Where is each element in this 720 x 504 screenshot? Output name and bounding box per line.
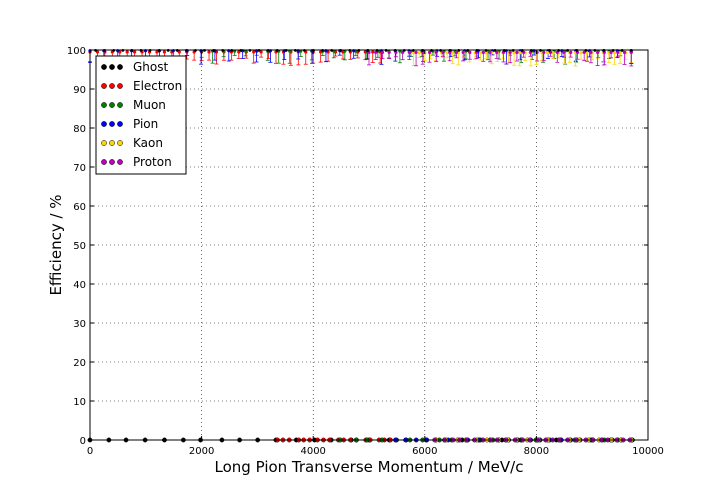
data-point [207, 50, 211, 54]
x-tick-label: 6000 [412, 446, 437, 457]
data-point [582, 50, 586, 54]
axis-ticks: 0 2000 4000 6000 8000 10000 0 10 20 30 40 50 60 70 80 9… [67, 46, 664, 457]
data-point [125, 50, 129, 54]
x-tick-label: 4000 [300, 446, 325, 457]
data-point [407, 50, 411, 54]
legend-marker [101, 102, 107, 108]
data-point [545, 51, 550, 55]
data-point [414, 50, 418, 54]
data-point [579, 51, 583, 55]
data-point [387, 50, 391, 54]
data-point [518, 51, 522, 55]
data-point [451, 51, 455, 55]
data-point [401, 50, 405, 54]
legend-marker [109, 64, 115, 70]
legend-marker [109, 140, 115, 146]
data-point [481, 50, 485, 54]
legend-marker [117, 159, 123, 165]
x-tick-label: 10000 [632, 446, 664, 457]
y-tick-label: 40 [73, 280, 86, 291]
legend-label: Muon [133, 98, 166, 112]
data-point [512, 51, 516, 55]
data-point [237, 50, 241, 54]
data-point [612, 51, 617, 55]
y-tick-label: 70 [73, 163, 86, 174]
legend-marker [117, 83, 123, 89]
legend-marker [117, 140, 123, 146]
data-point [412, 51, 416, 55]
data-point [441, 50, 445, 54]
data-point [259, 50, 263, 54]
legend-label: Pion [133, 117, 158, 131]
data-point [629, 50, 633, 54]
data-point [484, 51, 488, 55]
data-point [569, 50, 573, 54]
legend-marker [109, 121, 115, 127]
data-point [488, 50, 492, 54]
data-point [542, 50, 546, 54]
y-tick-label: 80 [73, 124, 86, 135]
legend-label: Ghost [133, 60, 168, 74]
grid [90, 50, 648, 440]
legend-label: Proton [133, 155, 172, 169]
data-point [585, 51, 589, 55]
data-point [479, 51, 483, 55]
legend-marker [101, 140, 107, 146]
legend-label: Electron [133, 79, 182, 93]
data-point [609, 50, 613, 54]
data-point [133, 50, 137, 54]
y-tick-label: 60 [73, 202, 86, 213]
data-point [445, 51, 449, 55]
y-tick-label: 50 [73, 241, 86, 252]
y-tick-label: 20 [73, 358, 86, 369]
legend: Ghost Electron Muon Pion Kaon Proton [95, 55, 187, 175]
data-point [417, 51, 421, 55]
data-point [155, 50, 159, 54]
data-point [427, 50, 432, 54]
x-axis-label: Long Pion Transverse Momentum / MeV/c [215, 458, 524, 476]
legend-marker [101, 159, 107, 165]
y-axis-label: Efficiency / % [47, 194, 65, 295]
data-point [596, 50, 600, 54]
legend-label: Kaon [133, 136, 163, 150]
legend-marker [117, 64, 123, 70]
y-tick-label: 90 [73, 85, 86, 96]
data-point [252, 50, 256, 54]
legend-marker [109, 83, 115, 89]
legend-marker [117, 102, 123, 108]
data-point [589, 50, 593, 54]
data-point [515, 50, 519, 54]
data-point [562, 50, 566, 54]
legend-marker [101, 64, 107, 70]
data-point [371, 50, 375, 54]
data-point [461, 50, 465, 54]
data-point [551, 51, 555, 55]
x-tick-label: 2000 [189, 446, 214, 457]
legend-marker [117, 121, 123, 127]
data-point [380, 50, 385, 54]
data-point [162, 50, 166, 54]
x-tick-label: 0 [87, 446, 93, 457]
legend-marker [101, 121, 107, 127]
legend-marker [101, 83, 107, 89]
y-tick-label: 0 [80, 436, 86, 447]
legend-marker [109, 159, 115, 165]
data-point [454, 50, 459, 54]
data-point [434, 50, 438, 54]
data-point [616, 50, 620, 54]
legend-marker [109, 102, 115, 108]
data-point [508, 50, 512, 54]
data-point [495, 50, 499, 54]
y-tick-label: 30 [73, 319, 86, 330]
y-tick-label: 100 [67, 46, 86, 57]
data-point [177, 50, 181, 54]
x-tick-label: 8000 [524, 446, 549, 457]
data-point [468, 50, 472, 54]
data-point [622, 50, 627, 54]
y-tick-label: 10 [73, 397, 86, 408]
legend-box [95, 55, 187, 175]
